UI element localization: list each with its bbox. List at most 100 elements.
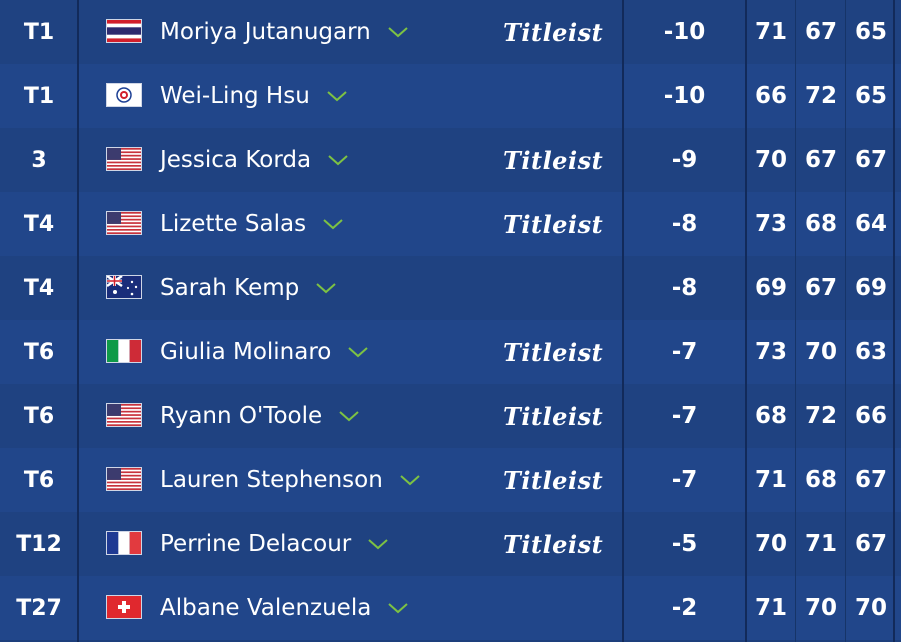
player-name: Lizette Salas bbox=[160, 211, 307, 237]
round-2-score: 70 bbox=[804, 339, 837, 365]
player-cell[interactable]: Wei-Ling Hsu bbox=[78, 64, 623, 128]
total-score: -8 bbox=[671, 211, 698, 237]
player-cell[interactable]: Ryann O'Toole Titleist bbox=[78, 384, 623, 448]
round-2-score: 67 bbox=[804, 147, 837, 173]
player-name-toggle[interactable]: Lauren Stephenson bbox=[160, 467, 421, 493]
player-name: Perrine Delacour bbox=[160, 531, 352, 557]
usa-flag-icon bbox=[106, 211, 142, 235]
column-divider bbox=[745, 0, 747, 642]
player-name-toggle[interactable]: Wei-Ling Hsu bbox=[160, 83, 348, 109]
player-cell[interactable]: Jessica Korda Titleist bbox=[78, 128, 623, 192]
chevron-down-icon[interactable] bbox=[322, 217, 344, 231]
chevron-down-icon[interactable] bbox=[338, 409, 360, 423]
player-name-toggle[interactable]: Sarah Kemp bbox=[160, 275, 337, 301]
total-score: -10 bbox=[663, 83, 706, 109]
column-divider bbox=[622, 0, 624, 642]
round-1-score: 68 bbox=[754, 403, 787, 429]
leaderboard-row[interactable]: T1 Wei-Ling Hsu -10 66 72 65 bbox=[0, 64, 901, 128]
total-score: -7 bbox=[671, 403, 698, 429]
total-score: -7 bbox=[671, 467, 698, 493]
position: T4 bbox=[23, 275, 55, 301]
france-flag-icon bbox=[106, 531, 142, 555]
chevron-down-icon[interactable] bbox=[315, 281, 337, 295]
player-cell[interactable]: Giulia Molinaro Titleist bbox=[78, 320, 623, 384]
round-2-score: 67 bbox=[804, 275, 837, 301]
chevron-down-icon[interactable] bbox=[327, 153, 349, 167]
player-name-toggle[interactable]: Albane Valenzuela bbox=[160, 595, 409, 621]
leaderboard-row[interactable]: T4 Lizette Salas Titleist -8 73 68 64 bbox=[0, 192, 901, 256]
round-1-score: 70 bbox=[754, 531, 787, 557]
round-2-score: 72 bbox=[804, 83, 837, 109]
position: T27 bbox=[16, 595, 62, 621]
chevron-down-icon[interactable] bbox=[399, 473, 421, 487]
round-2-score: 72 bbox=[804, 403, 837, 429]
leaderboard-row[interactable]: T1 Moriya Jutanugarn Titleist -10 71 67 … bbox=[0, 0, 901, 64]
round-2-score: 68 bbox=[804, 211, 837, 237]
total-score: -9 bbox=[671, 147, 698, 173]
position: T4 bbox=[23, 211, 55, 237]
leaderboard-row[interactable]: T6 Lauren Stephenson Titleist -7 71 68 6… bbox=[0, 448, 901, 512]
round-3-score: 66 bbox=[854, 403, 887, 429]
player-name: Giulia Molinaro bbox=[160, 339, 332, 365]
chevron-down-icon[interactable] bbox=[347, 345, 369, 359]
player-cell[interactable]: Sarah Kemp bbox=[78, 256, 623, 320]
italy-flag-icon bbox=[106, 339, 142, 363]
chevron-down-icon[interactable] bbox=[367, 537, 389, 551]
player-name: Moriya Jutanugarn bbox=[160, 19, 371, 45]
round-3-score: 65 bbox=[854, 83, 887, 109]
position: T6 bbox=[23, 467, 55, 493]
player-cell[interactable]: Moriya Jutanugarn Titleist bbox=[78, 0, 623, 64]
total-score: -2 bbox=[671, 595, 698, 621]
leaderboard-row[interactable]: T6 Ryann O'Toole Titleist -7 68 72 66 bbox=[0, 384, 901, 448]
round-1-score: 71 bbox=[754, 19, 787, 45]
player-name-toggle[interactable]: Perrine Delacour bbox=[160, 531, 389, 557]
position: 3 bbox=[31, 147, 47, 173]
leaderboard-row[interactable]: T4 Sarah Kemp -8 69 67 69 bbox=[0, 256, 901, 320]
round-1-score: 73 bbox=[754, 339, 787, 365]
position: T6 bbox=[23, 339, 55, 365]
round-3-score: 69 bbox=[854, 275, 887, 301]
titleist-logo: Titleist bbox=[503, 146, 604, 175]
player-name-toggle[interactable]: Moriya Jutanugarn bbox=[160, 19, 409, 45]
chevron-down-icon[interactable] bbox=[387, 25, 409, 39]
round-2-score: 68 bbox=[804, 467, 837, 493]
titleist-logo: Titleist bbox=[503, 402, 604, 431]
player-cell[interactable]: Lizette Salas Titleist bbox=[78, 192, 623, 256]
total-score: -5 bbox=[671, 531, 698, 557]
round-3-score: 67 bbox=[854, 467, 887, 493]
column-divider bbox=[795, 0, 796, 642]
player-cell[interactable]: Lauren Stephenson Titleist bbox=[78, 448, 623, 512]
player-name-toggle[interactable]: Ryann O'Toole bbox=[160, 403, 360, 429]
leaderboard-row[interactable]: T27 Albane Valenzuela -2 71 70 70 bbox=[0, 576, 901, 640]
round-3-score: 64 bbox=[854, 211, 887, 237]
player-cell[interactable]: Perrine Delacour Titleist bbox=[78, 512, 623, 576]
round-2-score: 67 bbox=[804, 19, 837, 45]
player-name: Ryann O'Toole bbox=[160, 403, 323, 429]
leaderboard-row[interactable]: 3 Jessica Korda Titleist -9 70 67 67 bbox=[0, 128, 901, 192]
titleist-logo: Titleist bbox=[503, 18, 604, 47]
total-score: -10 bbox=[663, 19, 706, 45]
player-name-toggle[interactable]: Lizette Salas bbox=[160, 211, 344, 237]
round-3-score: 63 bbox=[854, 339, 887, 365]
player-name-toggle[interactable]: Giulia Molinaro bbox=[160, 339, 369, 365]
position: T1 bbox=[23, 83, 55, 109]
chevron-down-icon[interactable] bbox=[326, 89, 348, 103]
round-1-score: 73 bbox=[754, 211, 787, 237]
column-divider bbox=[893, 0, 895, 642]
player-cell[interactable]: Albane Valenzuela bbox=[78, 576, 623, 640]
titleist-logo: Titleist bbox=[503, 530, 604, 559]
column-divider bbox=[77, 0, 79, 642]
titleist-logo: Titleist bbox=[503, 338, 604, 367]
player-name: Albane Valenzuela bbox=[160, 595, 372, 621]
player-name-toggle[interactable]: Jessica Korda bbox=[160, 147, 349, 173]
leaderboard-row[interactable]: T6 Giulia Molinaro Titleist -7 73 70 63 bbox=[0, 320, 901, 384]
position: T12 bbox=[16, 531, 62, 557]
australia-flag-icon bbox=[106, 275, 142, 299]
player-name: Sarah Kemp bbox=[160, 275, 300, 301]
titleist-logo: Titleist bbox=[503, 210, 604, 239]
leaderboard-row[interactable]: T12 Perrine Delacour Titleist -5 70 71 6… bbox=[0, 512, 901, 576]
total-score: -8 bbox=[671, 275, 698, 301]
chevron-down-icon[interactable] bbox=[387, 601, 409, 615]
thailand-flag-icon bbox=[106, 19, 142, 43]
round-2-score: 71 bbox=[804, 531, 837, 557]
